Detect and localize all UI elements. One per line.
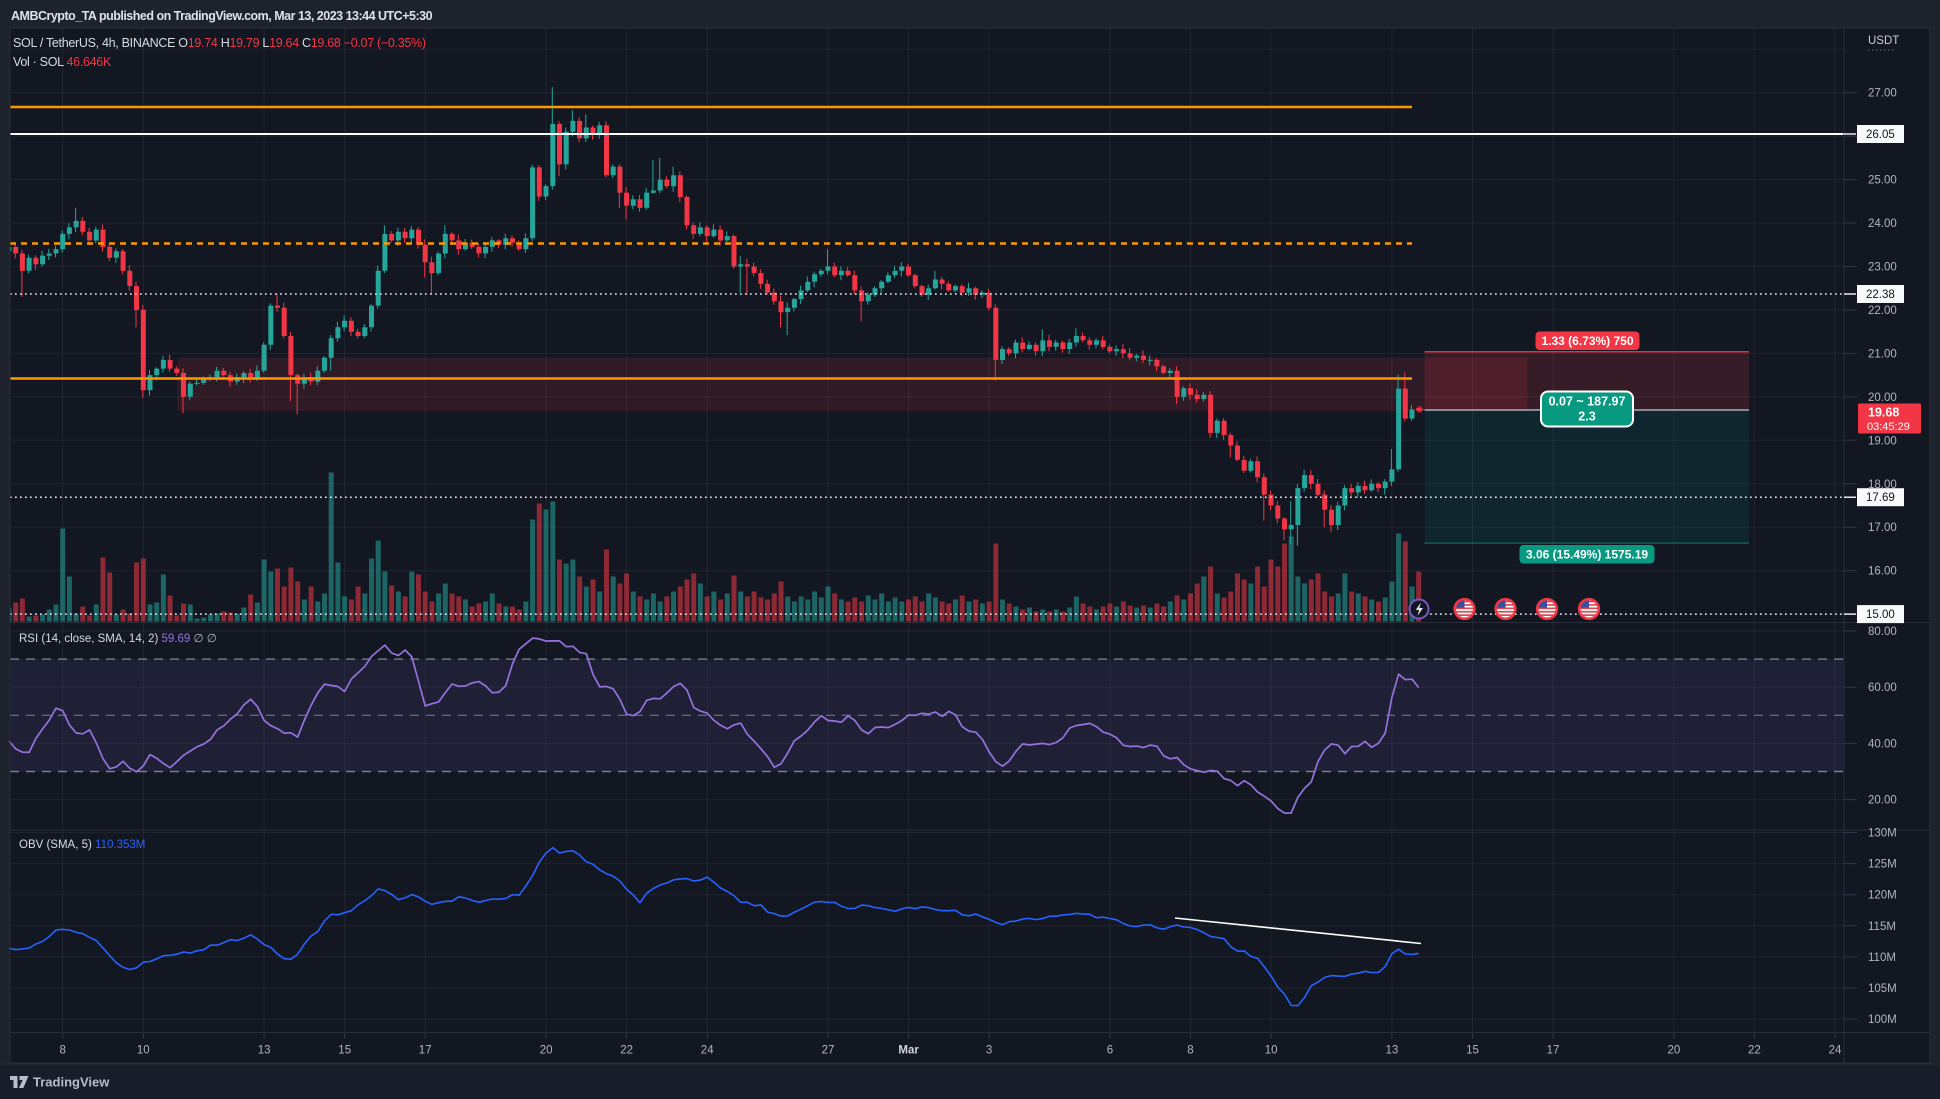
svg-text:0.07 ~ 187.97: 0.07 ~ 187.97 <box>1549 395 1626 409</box>
svg-text:RSI (14, close, SMA, 14, 2) 59: RSI (14, close, SMA, 14, 2) 59.69 ∅ ∅ <box>19 633 217 645</box>
svg-text:60.00: 60.00 <box>1868 682 1897 694</box>
svg-text:17: 17 <box>1547 1045 1560 1057</box>
svg-text:8: 8 <box>1187 1045 1193 1057</box>
svg-text:20.00: 20.00 <box>1868 795 1897 807</box>
svg-text:17.69: 17.69 <box>1866 492 1895 504</box>
svg-text:20.00: 20.00 <box>1868 392 1897 404</box>
svg-text:23.00: 23.00 <box>1868 262 1897 274</box>
svg-text:120M: 120M <box>1868 890 1897 902</box>
svg-text:27: 27 <box>822 1045 835 1057</box>
svg-text:40.00: 40.00 <box>1868 738 1897 750</box>
svg-text:OBV (SMA, 5) 110.353M: OBV (SMA, 5) 110.353M <box>19 839 145 851</box>
svg-text:25.00: 25.00 <box>1868 175 1897 187</box>
svg-text:27.00: 27.00 <box>1868 88 1897 100</box>
svg-text:1.33 (6.73%) 750: 1.33 (6.73%) 750 <box>1541 334 1633 348</box>
svg-text:10: 10 <box>1265 1045 1278 1057</box>
svg-text:SOL / TetherUS, 4h, BINANCE O1: SOL / TetherUS, 4h, BINANCE O19.74 H19.7… <box>13 36 426 50</box>
svg-text:24: 24 <box>701 1045 714 1057</box>
svg-text:24: 24 <box>1829 1045 1842 1057</box>
svg-text:AMBCrypto_TA published on Trad: AMBCrypto_TA published on TradingView.co… <box>11 9 433 23</box>
svg-text:100M: 100M <box>1868 1014 1897 1026</box>
svg-text:18.00: 18.00 <box>1868 479 1897 491</box>
svg-text:130M: 130M <box>1868 828 1897 840</box>
svg-text:6: 6 <box>1107 1045 1113 1057</box>
svg-text:17.00: 17.00 <box>1868 522 1897 534</box>
svg-text:115M: 115M <box>1868 921 1896 933</box>
svg-text:20: 20 <box>540 1045 553 1057</box>
svg-text:125M: 125M <box>1868 859 1897 871</box>
svg-text:Vol · SOL 46.646K: Vol · SOL 46.646K <box>13 55 112 69</box>
svg-text:13: 13 <box>258 1045 271 1057</box>
svg-text:15: 15 <box>338 1045 351 1057</box>
svg-text:24.00: 24.00 <box>1868 218 1897 230</box>
svg-text:8: 8 <box>59 1045 65 1057</box>
svg-text:19.00: 19.00 <box>1868 435 1897 447</box>
svg-text:110M: 110M <box>1868 952 1896 964</box>
svg-text:03:45:29: 03:45:29 <box>1867 421 1910 433</box>
svg-text:22: 22 <box>620 1045 633 1057</box>
svg-text:13: 13 <box>1386 1045 1399 1057</box>
svg-text:15.00: 15.00 <box>1866 609 1895 621</box>
svg-text:TradingView: TradingView <box>33 1075 110 1090</box>
svg-text:20: 20 <box>1668 1045 1681 1057</box>
svg-text:15: 15 <box>1466 1045 1479 1057</box>
svg-text:Mar: Mar <box>898 1045 919 1057</box>
svg-text:16.00: 16.00 <box>1868 566 1897 578</box>
svg-text:USDT: USDT <box>1868 35 1899 47</box>
svg-text:80.00: 80.00 <box>1868 626 1897 638</box>
svg-text:10: 10 <box>137 1045 150 1057</box>
svg-text:105M: 105M <box>1868 983 1897 995</box>
svg-text:19.68: 19.68 <box>1868 406 1899 420</box>
svg-text:22: 22 <box>1748 1045 1761 1057</box>
svg-text:3: 3 <box>986 1045 992 1057</box>
svg-text:22.38: 22.38 <box>1866 289 1895 301</box>
svg-text:22.00: 22.00 <box>1868 305 1897 317</box>
svg-text:17: 17 <box>419 1045 432 1057</box>
svg-text:3.06 (15.49%) 1575.19: 3.06 (15.49%) 1575.19 <box>1526 547 1648 561</box>
svg-text:26.05: 26.05 <box>1866 129 1895 141</box>
svg-text:2.3: 2.3 <box>1578 410 1595 424</box>
svg-text:21.00: 21.00 <box>1868 348 1897 360</box>
